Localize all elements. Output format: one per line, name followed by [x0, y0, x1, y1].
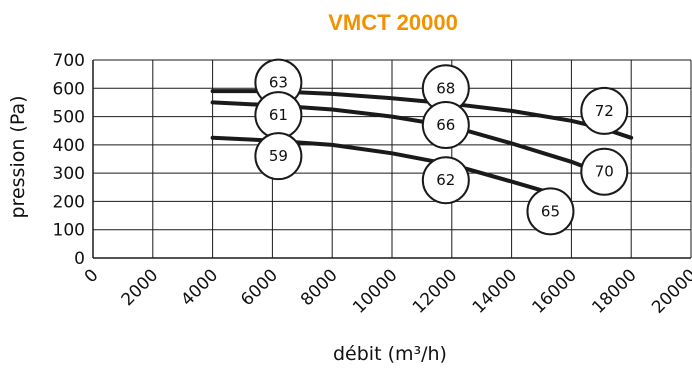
annotation-circle: [421, 101, 470, 150]
annotation-59: 59: [254, 132, 303, 181]
x-axis-label: débit (m³/h): [333, 343, 447, 365]
annotation-label: 68: [436, 79, 455, 97]
annotation-72: 72: [580, 86, 629, 135]
chart-title: VMCT 20000: [328, 10, 458, 35]
y-axis-label: pression (Pa): [7, 96, 29, 219]
y-tick-label: 200: [53, 192, 85, 212]
annotation-65: 65: [526, 187, 575, 236]
annotation-circle: [254, 132, 303, 181]
y-tick-label: 400: [53, 136, 85, 156]
y-tick-label: 700: [53, 51, 85, 71]
annotation-circle: [580, 147, 629, 196]
annotation-label: 70: [595, 163, 614, 181]
x-tick-label: 10000: [349, 265, 401, 317]
x-tick-label: 4000: [177, 265, 222, 310]
x-tick-label: 14000: [469, 265, 521, 317]
x-tick-label: 18000: [588, 265, 640, 317]
y-tick-label: 600: [53, 79, 85, 99]
x-tick-label: 20000: [648, 265, 692, 317]
annotation-62: 62: [421, 156, 470, 205]
annotation-label: 61: [269, 106, 288, 124]
annotation-circle: [526, 187, 575, 236]
annotation-66: 66: [421, 101, 470, 150]
y-tick-label: 500: [53, 108, 85, 128]
x-tick-label: 12000: [409, 265, 461, 317]
y-tick-label: 0: [74, 249, 85, 269]
annotation-70: 70: [580, 147, 629, 196]
y-tick-labels: 0 100 200 300 400 500 600 700: [53, 51, 85, 269]
annotation-circle: [421, 156, 470, 205]
y-tick-label: 100: [53, 221, 85, 241]
x-tick-label: 16000: [529, 265, 581, 317]
annotation-label: 65: [541, 202, 560, 220]
x-tick-label: 8000: [297, 265, 342, 310]
x-tick-labels: 0 2000 4000 6000 8000 10000 12000 14000 16000 180…: [81, 265, 692, 317]
annotation-label: 62: [436, 171, 455, 189]
annotation-circles: 63 61 59 68 66 62 72 70 65: [254, 58, 629, 236]
x-tick-label: 6000: [237, 265, 282, 310]
annotation-circle: [580, 86, 629, 135]
annotation-label: 72: [595, 102, 614, 120]
annotation-label: 63: [269, 74, 288, 92]
annotation-label: 59: [269, 147, 288, 165]
x-tick-label: 2000: [118, 265, 163, 310]
x-tick-label: 0: [81, 265, 103, 287]
annotation-label: 66: [436, 116, 455, 134]
y-tick-label: 300: [53, 164, 85, 184]
annotation-61: 61: [254, 91, 303, 140]
